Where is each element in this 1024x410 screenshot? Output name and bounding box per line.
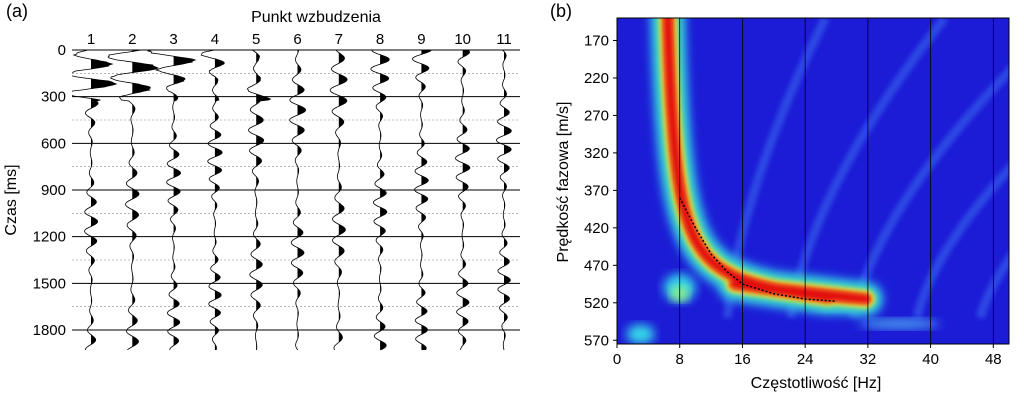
trace-label: 7 [335,31,343,48]
higher-mode-band [975,251,1009,320]
panel-b-ylabel: Prędkość fazowa [m/s] [555,102,572,263]
time-tick-label: 900 [41,182,66,199]
trace-label: 10 [454,31,471,48]
picked-dispersion-curve [679,197,837,303]
frequency-tick-label: 16 [734,351,751,368]
velocity-axis: 570 520 470 420 370 320 270 220 170 [584,32,617,349]
frequency-tick-label: 32 [860,351,877,368]
velocity-tick-label: 570 [584,332,609,349]
trace-fill [297,50,306,350]
seismic-trace [72,50,118,350]
frequency-gridlines [679,18,994,344]
time-axis: 0 300 600 900 1200 1500 1800 [33,42,66,339]
trace-fill [256,50,271,350]
velocity-tick-label: 270 [584,107,609,124]
trace-label: 11 [496,31,512,48]
trace-label: 6 [293,31,301,48]
time-tick-label: 0 [58,42,66,59]
frequency-tick-label: 24 [797,351,814,368]
velocity-tick-label: 170 [584,32,609,49]
time-gridlines [72,49,520,331]
panel-a-title: Punkt wzbudzenia [251,9,381,26]
trace-label: 2 [128,31,136,48]
fundamental-mode-ridge [650,18,883,316]
trace-fill [380,50,390,350]
higher-mode-band [849,65,1009,319]
dispersion-image [617,18,1009,344]
frequency-axis: 0 8 16 24 32 40 48 [613,344,1002,368]
higher-mode-band [912,162,1009,319]
seismic-trace [146,50,197,350]
trace-fill [421,50,432,350]
velocity-tick-label: 470 [584,257,609,274]
velocity-tick-label: 520 [584,295,609,312]
time-tick-label: 1200 [33,229,66,246]
seismic-traces [72,50,512,350]
trace-label: 9 [417,31,425,48]
energy-patch [859,318,940,329]
trace-label: 3 [169,31,177,48]
trace-fill [132,50,158,350]
seismic-trace [107,50,160,350]
panel-a: (a) Punkt wzbudzenia Czas [ms] 1 2 3 4 5 6 7 8 9… [3,1,520,350]
higher-mode-band [786,18,949,319]
velocity-tick-label: 370 [584,182,609,199]
trace-fill [173,50,196,350]
velocity-tick-label: 320 [584,145,609,162]
trace-label: 4 [211,31,219,48]
panel-a-ylabel: Czas [ms] [3,164,20,235]
panel-b-tag: (b) [550,1,572,21]
time-tick-label: 300 [41,89,66,106]
seismic-trace [289,50,307,350]
panel-b-frame [616,17,1010,345]
time-tick-label: 1500 [33,275,66,292]
velocity-tick-label: 420 [584,220,609,237]
panel-b: (b) Prędkość fazowa [m/s] Częstotliwość … [550,1,1010,392]
trace-fill [504,50,512,350]
frequency-tick-label: 0 [613,351,621,368]
seismic-trace [329,50,348,350]
frequency-tick-label: 8 [676,351,684,368]
trace-label: 5 [252,31,260,48]
ridge-layer [663,18,870,303]
frequency-tick-label: 48 [985,351,1002,368]
trace-label: 1 [87,31,95,48]
panel-a-tag: (a) [6,1,28,21]
trace-label: 8 [376,31,384,48]
seismic-trace [370,50,390,350]
trace-fill [338,50,348,350]
trace-fill [214,50,225,350]
velocity-tick-label: 220 [584,70,609,87]
frequency-tick-label: 40 [922,351,939,368]
energy-patch [626,324,655,344]
trace-fill [462,50,470,350]
time-tick-label: 1800 [33,322,66,339]
seismic-trace [200,50,225,350]
seismic-trace [495,50,512,350]
time-tick-label: 600 [41,135,66,152]
panel-b-xlabel: Częstotliwość [Hz] [751,375,882,392]
trace-fill [91,50,117,350]
trace-labels: 1 2 3 4 5 6 7 8 9 10 11 [87,31,512,48]
